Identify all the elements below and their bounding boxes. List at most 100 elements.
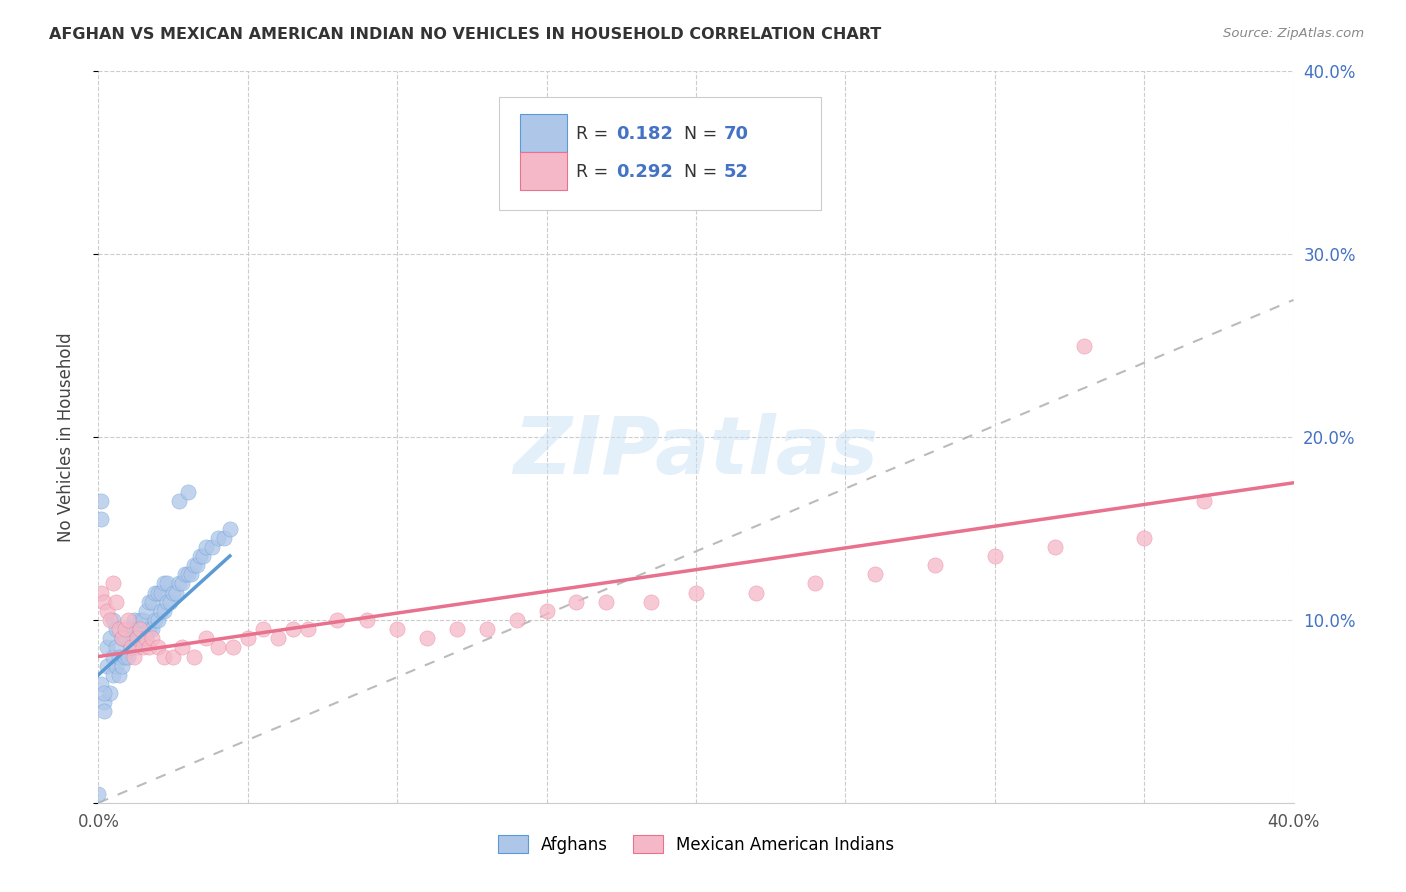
FancyBboxPatch shape [499,97,821,211]
Point [90,677,112,691]
Point [111,632,134,646]
Y-axis label: No Vehicles in Household: No Vehicles in Household [56,332,75,542]
Point [138,640,160,655]
Point [167,576,190,591]
Text: R =: R = [576,125,614,143]
Point [90,585,112,599]
Point [105,658,128,673]
Point [117,622,139,636]
Point [103,613,125,627]
Point [191,549,214,563]
Text: 70: 70 [724,125,748,143]
Point [120,640,142,655]
Point [120,622,142,636]
Point [685,585,707,599]
Text: N =: N = [685,125,723,143]
Point [117,613,139,627]
Point [114,649,136,664]
Point [148,640,170,655]
Point [156,594,179,608]
Point [93,705,115,719]
Point [129,613,152,627]
Point [219,521,242,535]
Point [96,604,118,618]
Point [98,686,122,700]
Point [148,613,170,627]
Point [127,632,149,646]
Point [865,567,887,582]
Point [108,667,131,681]
Point [105,640,128,655]
Point [1043,540,1066,554]
Point [93,594,115,608]
Point [207,640,229,655]
Point [114,632,136,646]
Point [984,549,1007,563]
Point [138,622,160,636]
Point [108,622,131,636]
Point [162,649,184,664]
Point [565,594,588,608]
Point [195,632,218,646]
Point [416,632,439,646]
Point [103,667,125,681]
Point [385,622,409,636]
Point [924,558,946,573]
Point [153,576,176,591]
Point [141,594,163,608]
Point [150,604,173,618]
Point [124,613,146,627]
Point [222,640,245,655]
Point [177,567,200,582]
Point [1192,494,1215,508]
Point [804,576,827,591]
Point [252,622,274,636]
Point [446,622,468,636]
Point [177,485,200,500]
Text: Source: ZipAtlas.com: Source: ZipAtlas.com [1223,27,1364,40]
FancyBboxPatch shape [520,152,567,190]
Point [103,649,125,664]
Point [212,531,235,545]
Point [143,613,166,627]
Point [207,531,229,545]
Point [1133,531,1156,545]
Point [98,613,122,627]
Point [595,594,617,608]
Point [475,622,498,636]
Point [153,604,176,618]
Point [111,632,134,646]
Point [201,540,224,554]
Point [96,640,118,655]
Point [536,604,558,618]
Point [326,613,349,627]
Point [132,613,155,627]
Point [183,649,205,664]
Point [188,549,211,563]
Text: R =: R = [576,162,614,180]
Point [127,622,149,636]
Point [129,632,152,646]
Text: 0.182: 0.182 [616,125,673,143]
Point [105,622,128,636]
FancyBboxPatch shape [520,114,567,152]
Point [96,658,118,673]
Point [98,632,122,646]
Point [117,649,139,664]
Text: AFGHAN VS MEXICAN AMERICAN INDIAN NO VEHICLES IN HOUSEHOLD CORRELATION CHART: AFGHAN VS MEXICAN AMERICAN INDIAN NO VEH… [49,27,882,42]
Point [159,594,181,608]
Point [172,640,194,655]
Point [195,540,218,554]
Point [129,622,152,636]
Point [153,649,176,664]
Text: 0.292: 0.292 [616,162,673,180]
Point [93,695,115,709]
Point [141,622,163,636]
Point [135,632,157,646]
Point [640,594,662,608]
Point [236,632,259,646]
Text: ZIPatlas: ZIPatlas [513,413,879,491]
Point [90,494,112,508]
Point [174,567,197,582]
Text: 52: 52 [724,162,748,180]
